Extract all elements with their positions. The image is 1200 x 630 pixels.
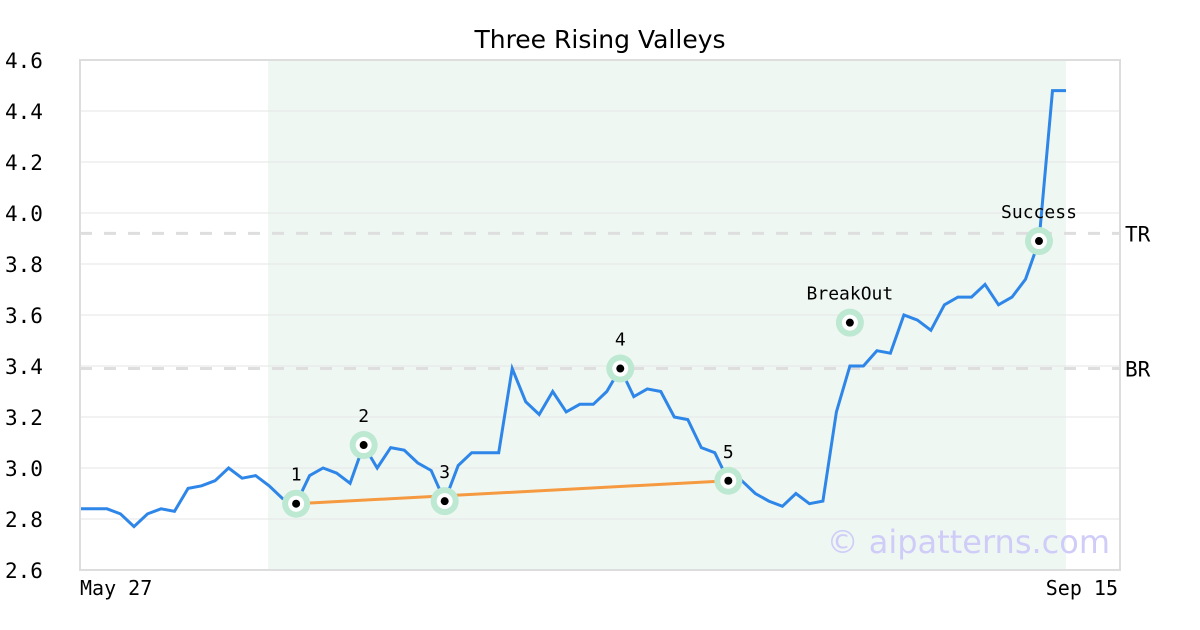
marker-dot-success bbox=[1034, 237, 1043, 246]
y-tick-label: 3.8 bbox=[5, 253, 43, 277]
price-line bbox=[80, 89, 1066, 529]
marker-label-success: Success bbox=[1001, 202, 1077, 223]
plot-border bbox=[79, 59, 1121, 571]
y-tick-label: 4.6 bbox=[5, 49, 43, 73]
x-tick-label-start: May 27 bbox=[80, 576, 152, 600]
marker-dot-1 bbox=[292, 499, 301, 508]
y-tick-label: 2.6 bbox=[5, 559, 43, 583]
x-tick-label-end: Sep 15 bbox=[1046, 576, 1118, 600]
chart-title: Three Rising Valleys bbox=[473, 25, 725, 54]
y-tick-label: 4.4 bbox=[5, 100, 43, 124]
marker-label-5: 5 bbox=[723, 442, 734, 463]
marker-dot-3 bbox=[440, 497, 449, 506]
y-tick-label: 3.2 bbox=[5, 406, 43, 430]
y-tick-label: 4.0 bbox=[5, 202, 43, 226]
valley-trendline bbox=[296, 479, 729, 506]
marker-dot-breakout bbox=[845, 318, 854, 327]
reference-label-br: BR bbox=[1125, 358, 1151, 382]
y-tick-label: 3.4 bbox=[5, 355, 43, 379]
marker-label-breakout: BreakOut bbox=[807, 284, 894, 305]
y-tick-label: 2.8 bbox=[5, 508, 43, 532]
marker-label-2: 2 bbox=[358, 406, 369, 427]
marker-label-4: 4 bbox=[615, 330, 626, 351]
marker-dot-4 bbox=[616, 364, 625, 373]
y-tick-label: 3.0 bbox=[5, 457, 43, 481]
marker-dot-5 bbox=[724, 476, 733, 485]
y-tick-label: 3.6 bbox=[5, 304, 43, 328]
watermark: © aipatterns.com bbox=[827, 523, 1110, 561]
y-tick-label: 4.2 bbox=[5, 151, 43, 175]
reference-label-tr: TR bbox=[1125, 222, 1151, 246]
marker-label-1: 1 bbox=[291, 465, 302, 486]
marker-dot-2 bbox=[359, 441, 368, 450]
marker-label-3: 3 bbox=[439, 462, 450, 483]
